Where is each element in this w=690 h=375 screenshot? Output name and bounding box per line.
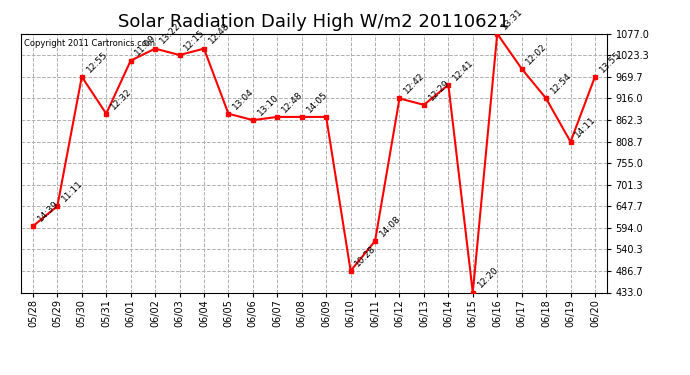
- Text: 14:08: 14:08: [378, 214, 402, 238]
- Title: Solar Radiation Daily High W/m2 20110621: Solar Radiation Daily High W/m2 20110621: [118, 13, 510, 31]
- Text: 13:31: 13:31: [500, 6, 524, 31]
- Text: 12:55: 12:55: [85, 50, 109, 74]
- Text: 13:10: 13:10: [255, 93, 280, 117]
- Text: 12:20: 12:20: [475, 265, 500, 290]
- Text: 12:02: 12:02: [524, 42, 549, 66]
- Text: 13:22: 13:22: [158, 21, 182, 46]
- Text: 12:48: 12:48: [207, 21, 231, 46]
- Text: 11:11: 11:11: [60, 178, 85, 203]
- Text: 12:48: 12:48: [280, 90, 304, 114]
- Text: 13:04: 13:04: [231, 86, 256, 111]
- Text: 12:54: 12:54: [549, 71, 573, 96]
- Text: 12:42: 12:42: [402, 71, 426, 96]
- Text: 10:28: 10:28: [353, 243, 378, 268]
- Text: 12:29: 12:29: [426, 78, 451, 102]
- Text: Copyright 2011 Cartronics.com: Copyright 2011 Cartronics.com: [23, 39, 155, 48]
- Text: 14:05: 14:05: [304, 90, 329, 114]
- Text: 14:39: 14:39: [36, 199, 60, 223]
- Text: 12:15: 12:15: [182, 28, 207, 52]
- Text: 12:41: 12:41: [451, 57, 475, 82]
- Text: 14:11: 14:11: [573, 114, 598, 139]
- Text: 11:09: 11:09: [133, 33, 158, 58]
- Text: 12:32: 12:32: [109, 87, 133, 111]
- Text: 13:55: 13:55: [598, 49, 622, 74]
